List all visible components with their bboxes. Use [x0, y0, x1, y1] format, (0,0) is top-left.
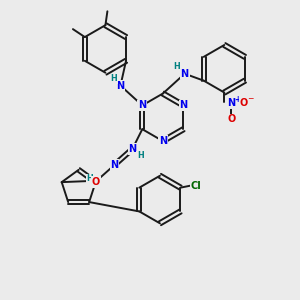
Text: H: H	[137, 152, 144, 160]
Text: H: H	[173, 62, 180, 71]
Text: N: N	[159, 136, 167, 146]
Text: −: −	[247, 94, 253, 103]
Text: O: O	[92, 177, 100, 187]
Text: N: N	[138, 100, 146, 110]
Text: O: O	[240, 98, 248, 108]
Text: H: H	[86, 174, 93, 183]
Text: N: N	[181, 69, 189, 79]
Text: Cl: Cl	[191, 181, 202, 191]
Text: N: N	[116, 81, 124, 91]
Text: H: H	[110, 74, 117, 83]
Text: O: O	[227, 114, 236, 124]
Text: N: N	[179, 100, 188, 110]
Text: +: +	[234, 95, 240, 104]
Text: N: N	[227, 98, 235, 108]
Text: N: N	[128, 144, 136, 154]
Text: N: N	[110, 160, 118, 170]
